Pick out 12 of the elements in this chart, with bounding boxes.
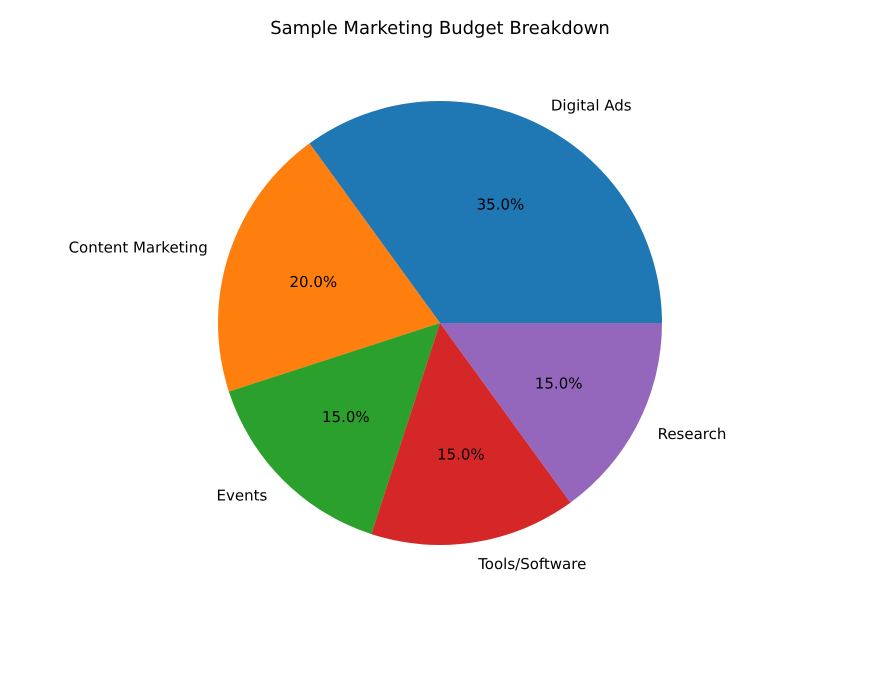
slice-label: Research [658,424,726,443]
data-label: 20.0% [289,272,338,291]
data-label: 15.0% [437,446,485,464]
slice-label: Content Marketing [68,238,208,257]
slice-label: Events [216,486,268,505]
data-label: 35.0% [476,195,524,214]
slice-label: Tools/Software [477,555,586,574]
slice-label: Digital Ads [550,96,632,114]
chart-title: Sample Marketing Budget Breakdown [270,18,610,39]
data-label: 15.0% [322,408,370,426]
data-label: 15.0% [534,374,583,392]
pie-slice [218,143,440,392]
